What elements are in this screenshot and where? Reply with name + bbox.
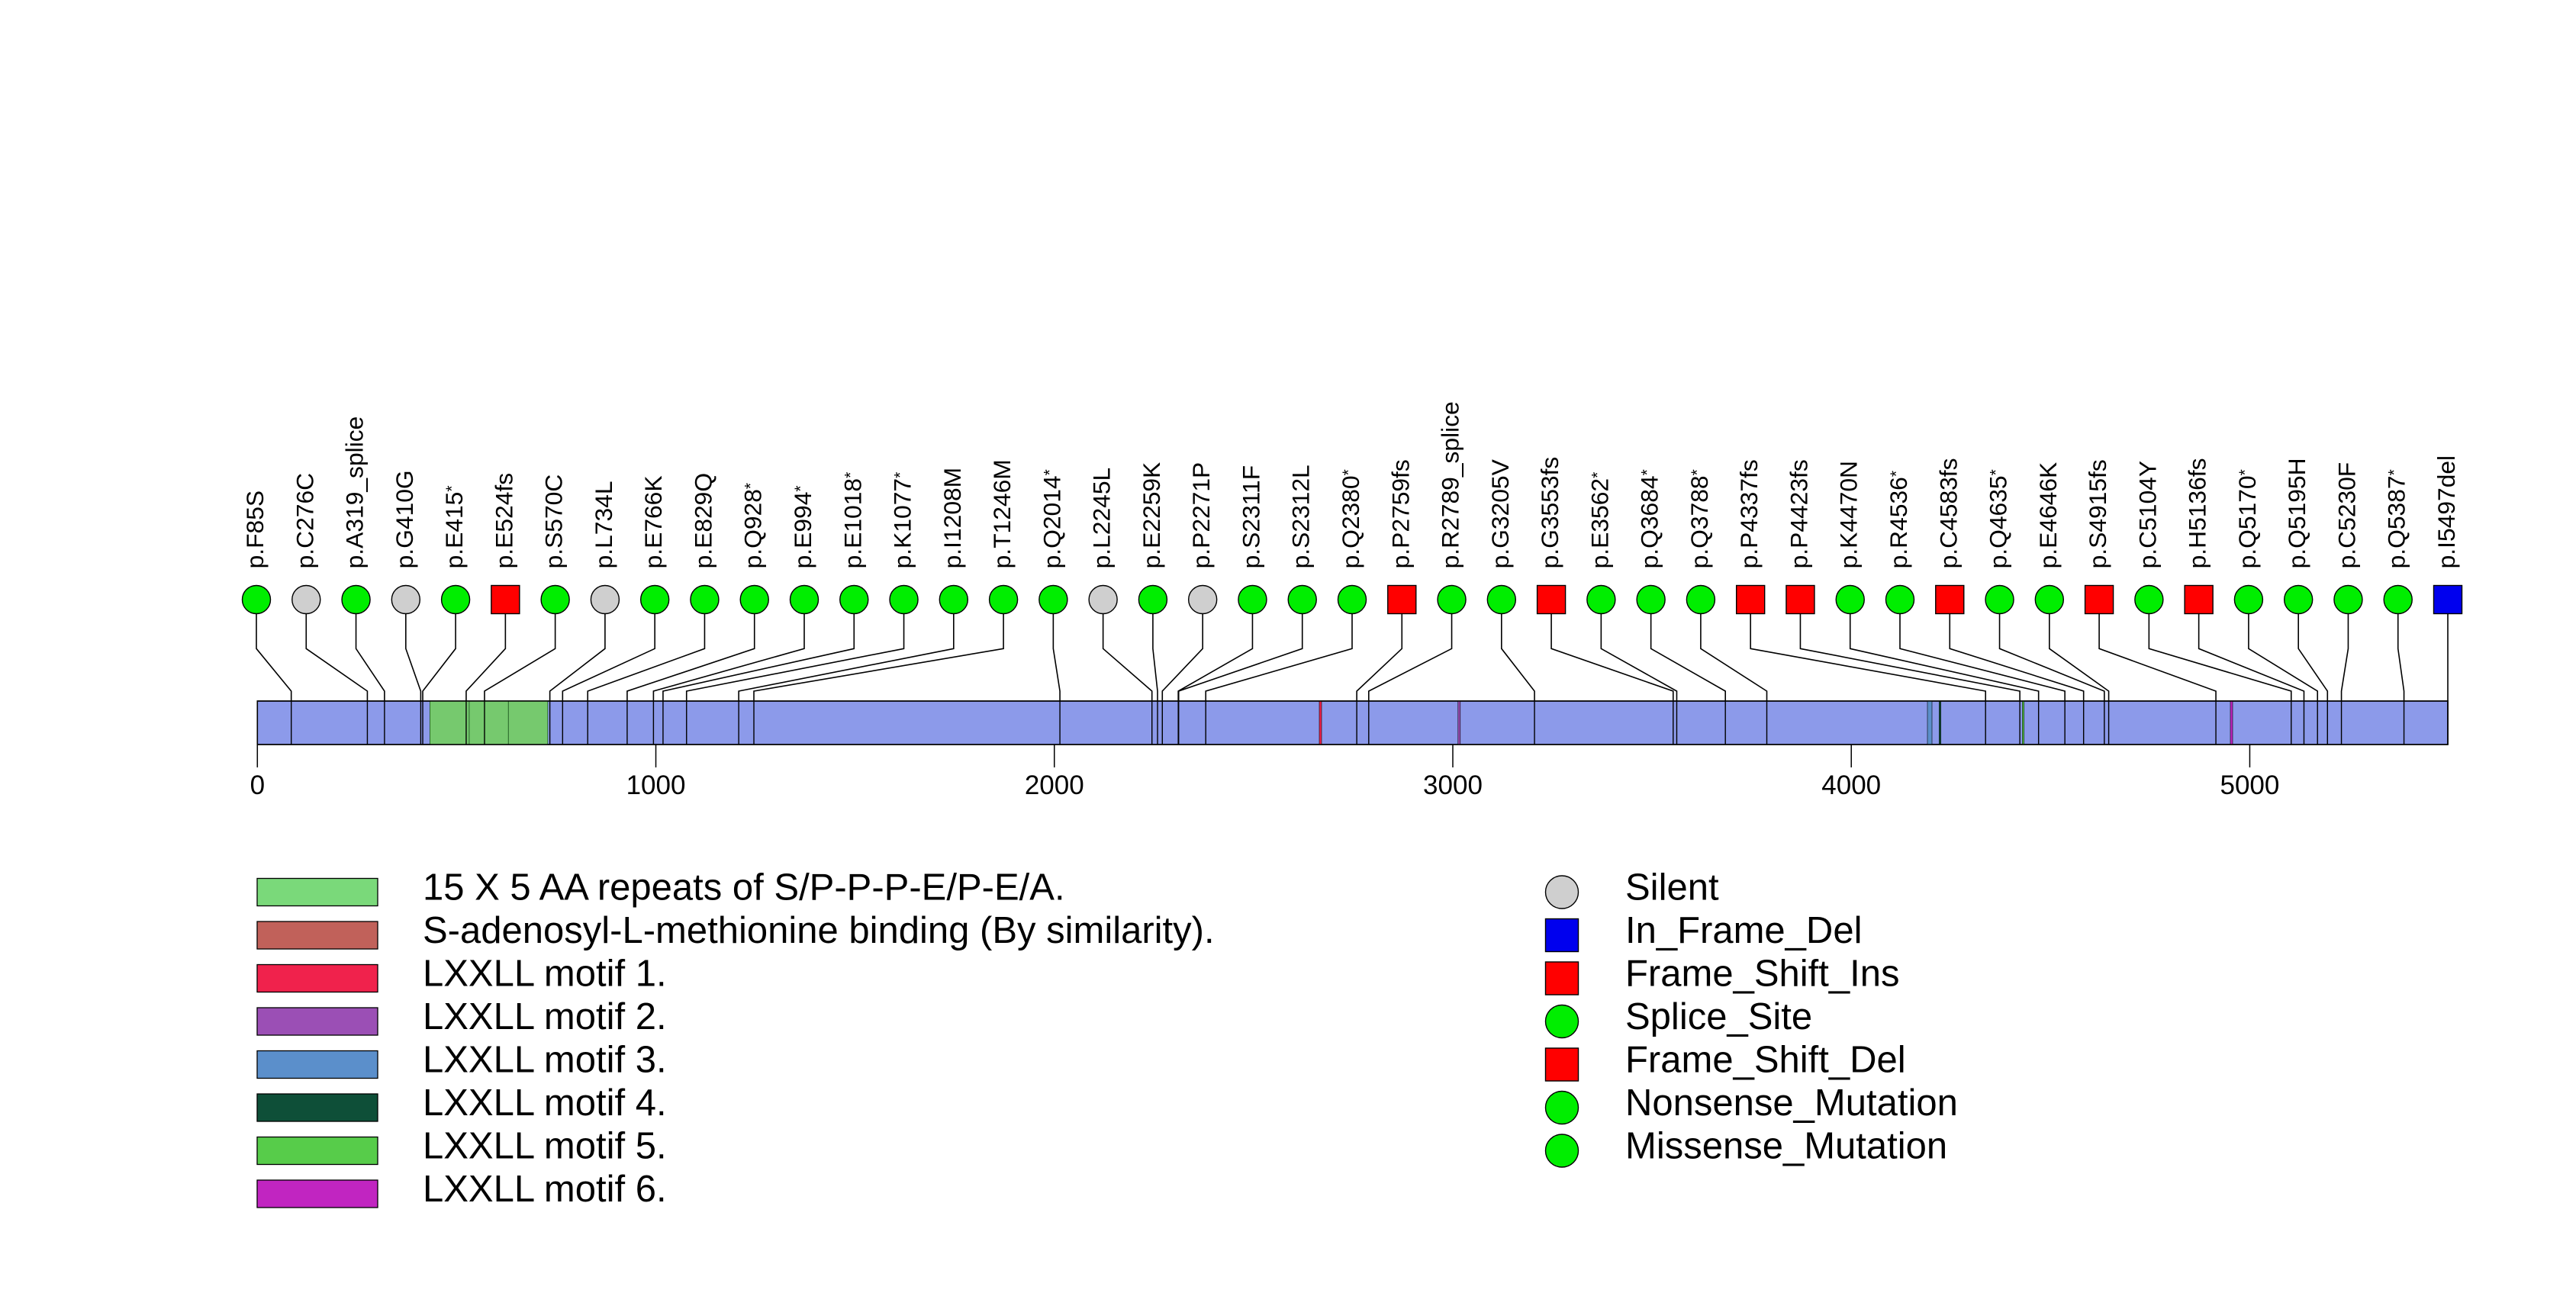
svg-text:p.K4470N: p.K4470N — [1835, 461, 1863, 568]
svg-text:In_Frame_Del: In_Frame_Del — [1625, 910, 1862, 951]
svg-text:p.F85S: p.F85S — [241, 491, 269, 569]
svg-text:LXXLL motif 6.: LXXLL motif 6. — [423, 1169, 667, 1210]
svg-text:4000: 4000 — [1821, 770, 1881, 800]
svg-text:p.H5136fs: p.H5136fs — [2184, 458, 2211, 568]
svg-text:LXXLL motif 4.: LXXLL motif 4. — [423, 1082, 667, 1124]
svg-text:p.C276C: p.C276C — [291, 473, 318, 569]
svg-text:Missense_Mutation: Missense_Mutation — [1625, 1126, 1947, 1167]
svg-text:p.E994*: p.E994* — [789, 485, 816, 568]
svg-text:p.P2759fs: p.P2759fs — [1386, 459, 1414, 568]
svg-text:p.Q5170*: p.Q5170* — [2233, 469, 2261, 568]
svg-text:p.E1018*: p.E1018* — [839, 472, 866, 569]
svg-text:p.S2312L: p.S2312L — [1287, 465, 1315, 568]
svg-text:p.E829Q: p.E829Q — [689, 473, 716, 569]
svg-text:3000: 3000 — [1423, 770, 1483, 800]
svg-text:p.Q4635*: p.Q4635* — [1985, 469, 2012, 568]
svg-text:p.P4337fs: p.P4337fs — [1735, 459, 1763, 568]
svg-text:p.E3562*: p.E3562* — [1586, 472, 1613, 569]
svg-text:p.E4646K: p.E4646K — [2034, 462, 2062, 569]
svg-text:p.R2789_splice: p.R2789_splice — [1437, 401, 1464, 568]
svg-text:p.C4583fs: p.C4583fs — [1934, 458, 1962, 568]
svg-text:LXXLL motif 5.: LXXLL motif 5. — [423, 1126, 667, 1167]
svg-text:Splice_Site: Splice_Site — [1625, 996, 1812, 1037]
svg-text:p.S570C: p.S570C — [540, 474, 568, 569]
svg-text:p.Q3788*: p.Q3788* — [1686, 469, 1713, 568]
svg-text:p.Q5195H: p.Q5195H — [2283, 458, 2310, 568]
svg-text:LXXLL motif 1.: LXXLL motif 1. — [423, 954, 667, 995]
svg-text:S-adenosyl-L-methionine bindin: S-adenosyl-L-methionine binding (By simi… — [423, 910, 1215, 951]
svg-text:p.Q928*: p.Q928* — [739, 483, 767, 569]
svg-text:p.C5104Y: p.C5104Y — [2133, 461, 2161, 568]
svg-text:Frame_Shift_Ins: Frame_Shift_Ins — [1625, 954, 1900, 995]
svg-text:p.S4915fs: p.S4915fs — [2084, 459, 2111, 568]
svg-text:p.A319_splice: p.A319_splice — [341, 417, 369, 569]
svg-text:p.G3553fs: p.G3553fs — [1536, 457, 1563, 569]
svg-text:p.Q5387*: p.Q5387* — [2383, 469, 2410, 568]
svg-text:p.P4423fs: p.P4423fs — [1785, 459, 1812, 568]
svg-text:p.Q2380*: p.Q2380* — [1337, 469, 1364, 568]
svg-text:5000: 5000 — [2220, 770, 2280, 800]
svg-text:p.C5230F: p.C5230F — [2333, 462, 2360, 569]
svg-text:p.G410G: p.G410G — [391, 470, 418, 568]
svg-text:15 X 5 AA repeats of S/P-P-P-E: 15 X 5 AA repeats of S/P-P-P-E/P-E/A. — [423, 867, 1065, 909]
svg-text:LXXLL motif 3.: LXXLL motif 3. — [423, 1040, 667, 1081]
svg-text:p.Q3684*: p.Q3684* — [1636, 469, 1663, 568]
svg-text:0: 0 — [250, 770, 265, 800]
svg-text:p.Q2014*: p.Q2014* — [1038, 469, 1065, 568]
svg-text:Nonsense_Mutation: Nonsense_Mutation — [1625, 1082, 1958, 1124]
svg-text:p.E2259K: p.E2259K — [1138, 462, 1165, 569]
svg-text:p.I5497del: p.I5497del — [2433, 455, 2460, 569]
svg-text:p.E415*: p.E415* — [440, 485, 468, 568]
svg-text:LXXLL motif 2.: LXXLL motif 2. — [423, 996, 667, 1037]
svg-text:p.L2245L: p.L2245L — [1088, 468, 1116, 569]
svg-text:Silent: Silent — [1625, 867, 1719, 909]
svg-text:p.R4536*: p.R4536* — [1885, 471, 1912, 568]
svg-text:p.I1208M: p.I1208M — [939, 468, 966, 569]
svg-text:1000: 1000 — [626, 770, 686, 800]
svg-text:Frame_Shift_Del: Frame_Shift_Del — [1625, 1040, 1906, 1081]
svg-text:p.G3205V: p.G3205V — [1486, 458, 1514, 568]
svg-text:p.T1246M: p.T1246M — [988, 459, 1016, 568]
svg-text:2000: 2000 — [1025, 770, 1084, 800]
svg-text:p.E766K: p.E766K — [639, 475, 667, 568]
svg-text:p.L734L: p.L734L — [590, 481, 617, 568]
svg-text:p.P2271P: p.P2271P — [1187, 462, 1215, 569]
svg-text:p.E524fs: p.E524fs — [490, 473, 517, 569]
svg-text:p.K1077*: p.K1077* — [889, 472, 916, 569]
svg-text:p.S2311F: p.S2311F — [1237, 465, 1264, 569]
